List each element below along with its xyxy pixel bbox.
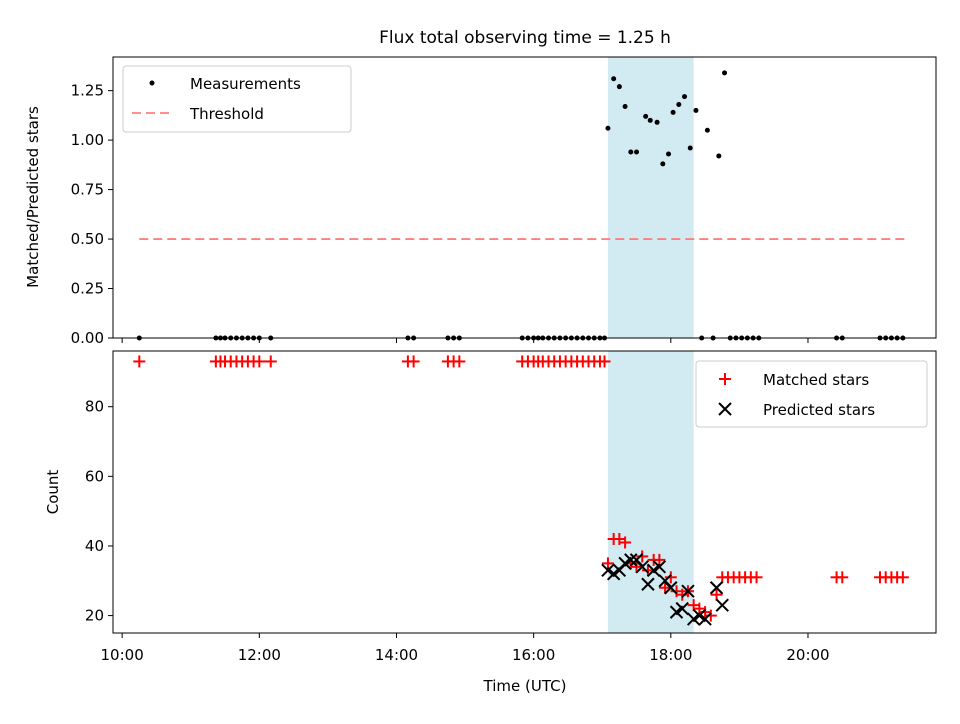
x-tick-label: 20:00 bbox=[786, 646, 829, 664]
top-y-tick-label: 0.25 bbox=[71, 280, 104, 298]
matched-star-point bbox=[630, 560, 643, 573]
predicted-star-point bbox=[641, 577, 655, 591]
predicted-star-point bbox=[675, 601, 689, 616]
x-tick-label: 14:00 bbox=[375, 646, 418, 664]
measurement-point bbox=[616, 84, 622, 90]
chart-title: Flux total observing time = 1.25 h bbox=[379, 28, 671, 48]
measurement-point bbox=[611, 76, 617, 82]
top-highlight-span bbox=[607, 57, 694, 338]
measurement-point bbox=[722, 70, 728, 76]
top-panel: 0.00 0.25 0.50 0.75 1.00 1.25 Matched/Predict… bbox=[24, 56, 937, 347]
bottom-y-axis-label: Count bbox=[44, 470, 62, 515]
bottom-y-tick-label: 80 bbox=[85, 398, 104, 416]
top-x-ticks bbox=[121, 338, 809, 343]
predicted-star-point bbox=[624, 553, 638, 567]
x-tick-label: 18:00 bbox=[649, 646, 692, 664]
measurement-point bbox=[670, 109, 676, 115]
measurement-point bbox=[643, 113, 649, 119]
bottom-legend: Matched stars Predicted stars bbox=[695, 360, 928, 428]
matched-star-point bbox=[601, 557, 614, 570]
measurement-point bbox=[634, 149, 640, 155]
top-y-tick-label: 1.25 bbox=[71, 82, 104, 100]
predicted-star-point bbox=[664, 581, 678, 595]
matched-star-point bbox=[264, 355, 277, 368]
measurement-point bbox=[687, 145, 693, 151]
bottom-legend-box bbox=[695, 360, 928, 428]
top-legend-box bbox=[122, 65, 352, 133]
predicted-star-point bbox=[681, 584, 695, 598]
predicted-stars-points bbox=[601, 553, 729, 626]
bottom-y-tick-label: 60 bbox=[85, 467, 104, 485]
x-axis-label: Time (UTC) bbox=[483, 677, 567, 695]
legend-threshold-label: Threshold bbox=[189, 105, 264, 123]
measurement-point bbox=[660, 161, 666, 167]
x-tick-label: 16:00 bbox=[512, 646, 555, 664]
top-axes-frame bbox=[112, 56, 937, 339]
measurement-point bbox=[704, 127, 710, 133]
matched-star-point bbox=[659, 581, 672, 594]
measurement-point bbox=[716, 153, 722, 159]
matched-star-point bbox=[253, 355, 266, 368]
predicted-star-point bbox=[715, 598, 729, 612]
measurement-point bbox=[654, 119, 660, 125]
matched-star-point bbox=[704, 609, 717, 622]
bottom-y-tick-label: 20 bbox=[85, 607, 104, 625]
top-y-tick-label: 0.50 bbox=[71, 230, 104, 248]
top-y-tick-label: 1.00 bbox=[71, 131, 104, 149]
predicted-star-point bbox=[709, 581, 724, 595]
bottom-y-tick-label: 40 bbox=[85, 537, 104, 555]
top-y-tick-label: 0.75 bbox=[71, 181, 104, 199]
matched-star-point bbox=[836, 571, 849, 584]
matched-star-point bbox=[750, 571, 763, 584]
x-tick-label: 10:00 bbox=[101, 646, 144, 664]
legend-predicted-marker bbox=[718, 402, 732, 416]
legend-matched-label: Matched stars bbox=[763, 371, 869, 389]
measurement-point bbox=[676, 101, 682, 107]
matched-star-point bbox=[653, 553, 666, 566]
matched-star-point bbox=[896, 571, 909, 584]
bottom-axes-frame bbox=[112, 350, 937, 634]
top-legend: Measurements Threshold bbox=[122, 65, 352, 133]
matched-star-point bbox=[407, 355, 420, 368]
measurement-point bbox=[682, 94, 688, 100]
matched-star-point bbox=[641, 564, 654, 577]
top-y-ticks: 0.00 0.25 0.50 0.75 1.00 1.25 bbox=[71, 82, 113, 347]
measurement-point bbox=[622, 103, 628, 109]
matched-star-point bbox=[619, 536, 632, 549]
legend-measurements-marker bbox=[149, 80, 155, 86]
x-tick-label: 12:00 bbox=[238, 646, 281, 664]
matched-stars-points bbox=[133, 355, 909, 622]
measurement-point bbox=[666, 151, 672, 157]
legend-predicted-label: Predicted stars bbox=[763, 401, 875, 419]
measurement-point bbox=[628, 149, 634, 155]
matched-star-point bbox=[453, 355, 466, 368]
matched-star-point bbox=[598, 355, 611, 368]
legend-matched-marker bbox=[719, 373, 731, 385]
predicted-star-point bbox=[652, 560, 667, 574]
legend-measurements-label: Measurements bbox=[190, 75, 301, 93]
measurement-point bbox=[693, 107, 699, 113]
top-y-axis-label: Matched/Predicted stars bbox=[24, 106, 42, 288]
measurement-point bbox=[605, 125, 611, 131]
bottom-y-ticks: 20 40 60 80 bbox=[85, 398, 113, 625]
predicted-star-point bbox=[698, 612, 712, 626]
top-y-tick-label: 0.00 bbox=[71, 329, 104, 347]
matched-star-point bbox=[636, 550, 649, 563]
matched-star-point bbox=[133, 355, 146, 368]
matched-star-point bbox=[664, 571, 677, 584]
measurement-point bbox=[647, 117, 653, 123]
predicted-star-point bbox=[635, 560, 649, 574]
bottom-x-ticks: 10:00 12:00 14:00 16:00 18:00 20:00 bbox=[101, 633, 830, 664]
matched-star-point bbox=[710, 588, 723, 601]
